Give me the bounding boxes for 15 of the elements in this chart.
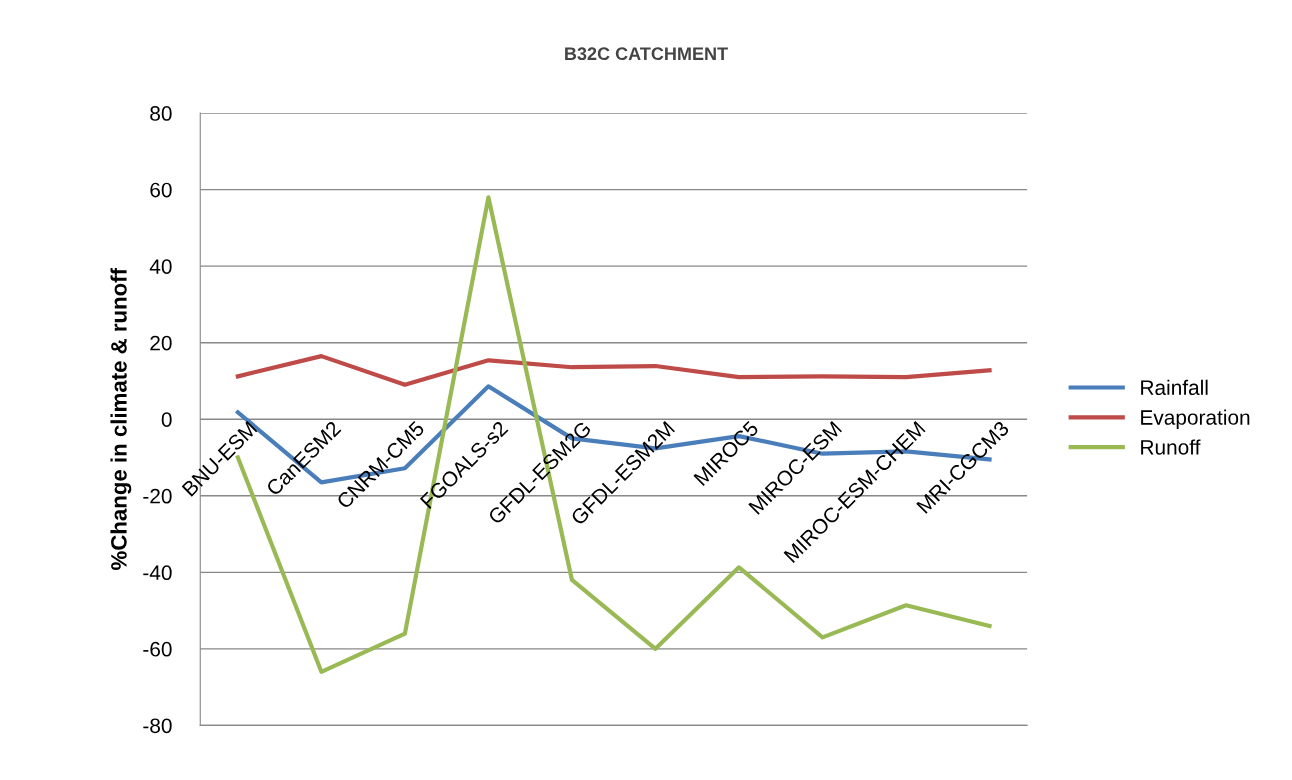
legend-label: Rainfall [1141, 379, 1208, 396]
y-tick-label: 60 [150, 182, 172, 198]
legend-label: Runoff [1141, 439, 1201, 455]
y-tick-label: 80 [150, 106, 172, 121]
y-tick-label: -60 [143, 641, 172, 657]
y-tick-label: 20 [150, 335, 172, 351]
y-axis-title: %Change in climate & runoff [110, 267, 132, 570]
legend-label: Evaporation [1141, 409, 1250, 429]
y-tick-label: 0 [161, 412, 172, 427]
y-tick-label: -40 [143, 565, 172, 581]
line-series [235, 354, 992, 387]
y-tick-label: 40 [149, 259, 172, 274]
y-tick-label: -20 [143, 488, 172, 504]
chart-title: B32C CATCHMENT [565, 47, 728, 61]
y-tick-label: -80 [143, 718, 172, 734]
